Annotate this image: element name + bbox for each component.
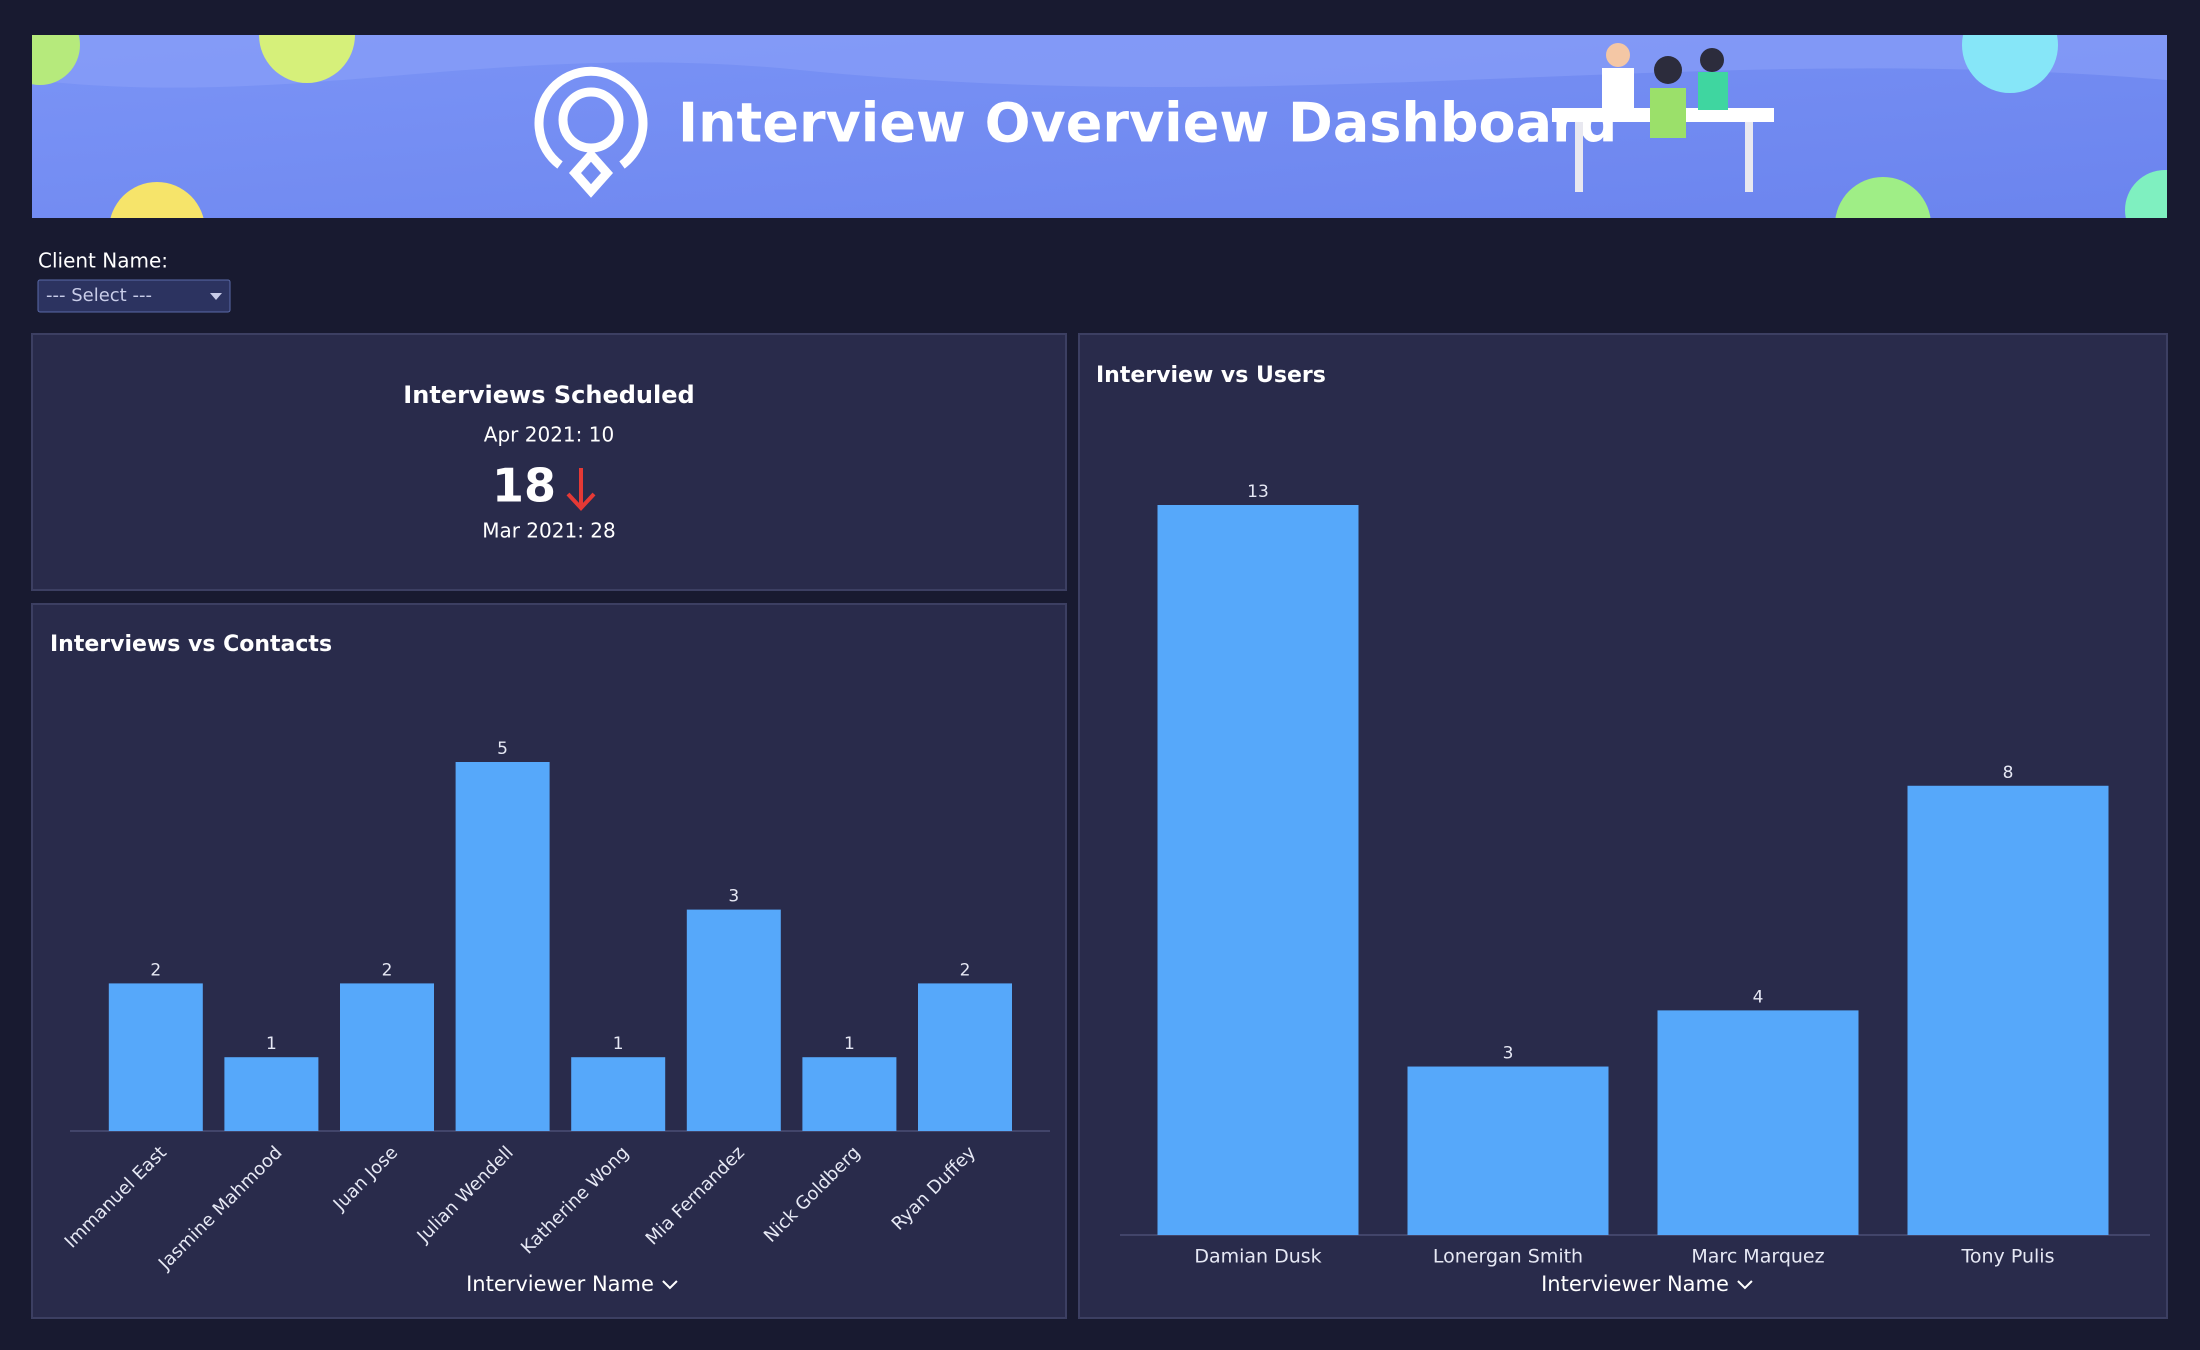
kpi-down-arrow bbox=[566, 468, 596, 511]
value-label: 13 bbox=[1247, 482, 1269, 502]
bar bbox=[802, 1057, 897, 1131]
logo bbox=[534, 66, 648, 198]
value-label: 8 bbox=[2003, 763, 2014, 783]
bar bbox=[224, 1057, 319, 1131]
bar bbox=[918, 983, 1012, 1131]
kpi-title: Interviews Scheduled bbox=[403, 381, 694, 409]
kpi-current: Apr 2021: 10 bbox=[484, 423, 614, 447]
x-axis-title: Interviewer Name bbox=[1541, 1272, 1729, 1296]
value-label: 2 bbox=[960, 960, 971, 980]
illustration bbox=[1552, 43, 1774, 192]
select-caret bbox=[210, 293, 222, 300]
bar bbox=[1657, 1010, 1859, 1235]
kpi-change: 18 bbox=[492, 459, 556, 513]
chart-title: Interviews vs Contacts bbox=[50, 632, 332, 657]
value-label: 5 bbox=[497, 739, 508, 759]
x-tick-label: Lonergan Smith bbox=[1433, 1246, 1583, 1268]
kpi-panel bbox=[31, 333, 1067, 591]
banner-decor bbox=[32, 35, 2167, 218]
x-tick-label: Damian Dusk bbox=[1194, 1246, 1321, 1268]
value-label: 2 bbox=[150, 960, 161, 980]
value-label: 3 bbox=[728, 887, 739, 907]
x-tick-label: Tony Pulis bbox=[1961, 1246, 2055, 1268]
bar bbox=[1907, 785, 2109, 1235]
select-placeholder: --- Select --- bbox=[46, 285, 152, 306]
x-axis-chevron bbox=[662, 1280, 678, 1290]
bar bbox=[455, 762, 550, 1131]
banner: Interview Overview Dashboard bbox=[32, 35, 2167, 218]
value-label: 2 bbox=[382, 960, 393, 980]
bar bbox=[571, 1057, 666, 1131]
bar bbox=[1157, 505, 1359, 1235]
bar bbox=[686, 909, 781, 1131]
x-axis-chevron bbox=[1737, 1280, 1753, 1290]
bar bbox=[108, 983, 203, 1131]
value-label: 1 bbox=[613, 1034, 624, 1054]
bar bbox=[340, 983, 434, 1131]
chart-title: Interview vs Users bbox=[1096, 363, 1326, 388]
value-label: 4 bbox=[1753, 987, 1764, 1007]
filter-label: Client Name: bbox=[38, 249, 168, 273]
value-label: 3 bbox=[1503, 1044, 1514, 1064]
x-axis-title: Interviewer Name bbox=[466, 1272, 654, 1296]
value-label: 1 bbox=[266, 1034, 277, 1054]
bar bbox=[1407, 1066, 1609, 1235]
kpi-previous: Mar 2021: 28 bbox=[482, 519, 616, 543]
client-select[interactable]: --- Select --- bbox=[37, 279, 231, 313]
x-tick-label: Marc Marquez bbox=[1691, 1246, 1824, 1268]
banner-title: Interview Overview Dashboard bbox=[678, 92, 1617, 155]
select-box[interactable] bbox=[37, 279, 231, 313]
value-label: 1 bbox=[844, 1034, 855, 1054]
